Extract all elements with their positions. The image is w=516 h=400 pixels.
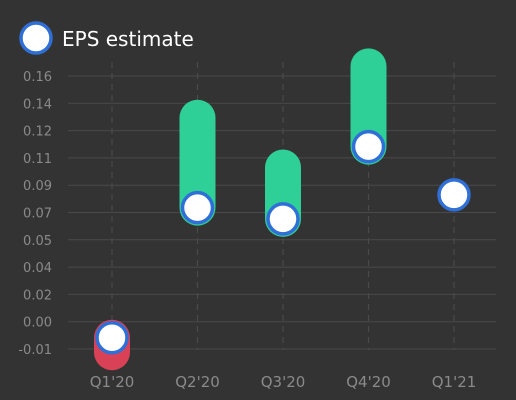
y-tick-label: 0.14 (23, 97, 52, 112)
y-tick-label: 0.02 (23, 288, 52, 303)
estimate-point[interactable] (437, 178, 471, 212)
legend-label: EPS estimate (62, 27, 194, 51)
y-tick-label: 0.11 (23, 152, 52, 167)
estimate-point[interactable] (266, 202, 300, 236)
y-tick-label: 0.12 (23, 125, 52, 140)
legend-marker-icon (19, 21, 53, 55)
estimate-points (95, 129, 471, 355)
y-tick-label: 0.16 (23, 70, 52, 85)
x-tick-label: Q1'21 (432, 373, 477, 391)
x-axis-ticks: Q1'20 Q2'20 Q3'20 Q4'20 Q1'21 (90, 373, 477, 391)
x-tick-label: Q1'20 (90, 373, 135, 391)
y-tick-label: 0.00 (23, 316, 52, 331)
y-tick-label: 0.04 (23, 261, 52, 276)
y-tick-label: 0.07 (23, 207, 52, 222)
y-tick-label: 0.05 (23, 234, 52, 249)
x-tick-label: Q4'20 (346, 373, 391, 391)
x-tick-label: Q2'20 (175, 373, 220, 391)
estimate-point[interactable] (351, 129, 386, 164)
y-axis-ticks: -0.01 0.00 0.02 0.04 0.05 0.07 0.09 0.11 0.12 0.1… (18, 70, 52, 358)
y-tick-label: -0.01 (18, 343, 52, 358)
y-tick-label: 0.09 (23, 179, 52, 194)
x-tick-label: Q3'20 (261, 373, 306, 391)
legend[interactable]: EPS estimate (19, 21, 194, 55)
estimate-point[interactable] (180, 190, 215, 225)
estimate-point[interactable] (95, 321, 129, 355)
